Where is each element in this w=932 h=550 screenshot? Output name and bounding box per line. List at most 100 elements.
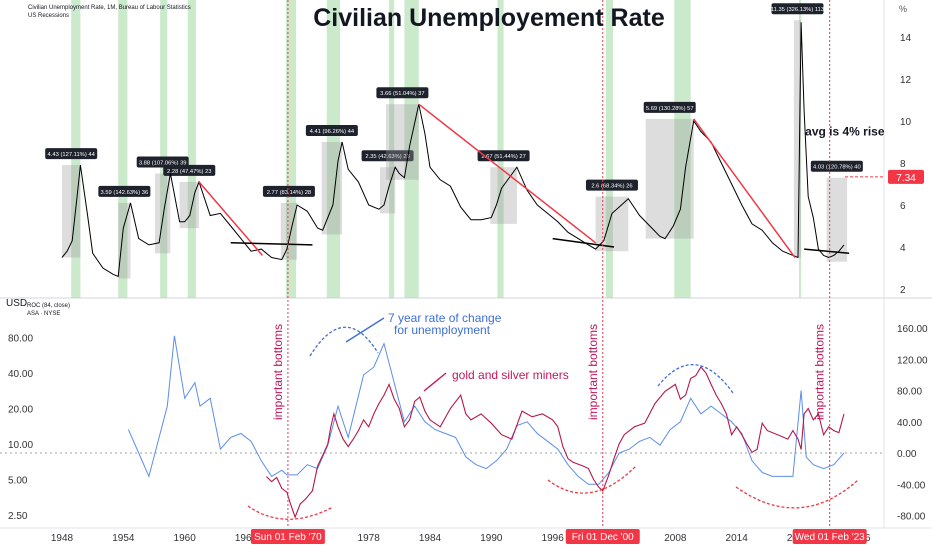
rise-box-label: 4.41 (96.26%) 44 [310,129,355,135]
x-axis-tick: 1954 [112,533,135,544]
avg-rise-annotation: avg is 4% rise [805,125,885,139]
series-legend[interactable]: Civilian Unemployment Rate, 1M, Bureau o… [28,5,191,11]
lower-left-y-tick: 10.00 [8,440,33,451]
date-tag-bg [792,529,867,544]
recession-band [497,0,504,298]
x-axis-tick: 1966 [235,533,258,544]
rise-box-label-bg [771,3,824,15]
upper-y-tick: 12 [900,75,912,86]
recession-band [674,0,691,298]
upper-unit-label: % [899,4,908,14]
black-support-line [552,237,615,248]
upper-y-tick: 6 [900,201,906,212]
bottom-arc-1 [247,505,334,520]
recessions-indicator-legend[interactable]: US Recessions [28,13,70,19]
rise-box [280,202,298,260]
rise-box-label: 5.69 (130.28%) 57 [646,106,694,112]
rise-box-label: 2.67 (51.44%) 27 [481,154,525,160]
rise-box-label-bg [477,150,530,162]
asa-pointer-arrow [423,372,447,392]
lower-right-y-tick: 120.00 [897,355,928,366]
rise-box-label-bg [810,160,863,172]
rise-box-label-bg [136,156,189,168]
upper-y-tick: 2 [900,285,906,296]
lower-right-y-tick: 40.00 [897,418,922,429]
lower-right-y-tick: 0.00 [897,449,917,460]
lower-left-y-tick: 80.00 [8,334,33,345]
black-support-line [230,242,313,246]
upper-y-tick: 14 [900,33,912,44]
important-bottoms-label: important bottoms [271,324,285,420]
roc-pointer-arrow [345,317,385,343]
rise-box-label-bg [376,87,429,99]
date-tag: Fri 01 Dec '00 [572,532,634,543]
rise-box-label: 3.88 (107.06%) 39 [139,161,187,167]
last-value-tag: 7.34 [896,173,916,184]
recession-band [389,0,395,298]
rise-box [321,142,343,235]
rise-box [62,165,81,258]
x-axis-tick: 1960 [174,533,197,544]
rise-box [386,104,419,180]
date-tag: Wed 01 Feb '23 [795,532,866,543]
unemployment-line [61,22,845,278]
roc-annotation-line-1: 7 year rate of change [388,311,502,325]
rise-box-label-bg [98,185,151,197]
recession-band [605,0,613,298]
x-axis-tick: 2014 [726,533,749,544]
recession-band [326,0,341,298]
rise-box [118,202,131,279]
rise-box [645,118,694,239]
lower-currency-label: USD [6,298,28,309]
red-trend-line [198,181,263,256]
roc-indicator-legend[interactable]: ROC (84, close) [27,303,71,309]
rise-box [826,177,848,262]
rise-box-label: 2.6 (68.34%) 26 [591,184,632,190]
date-tag-bg [250,529,325,544]
lower-right-y-tick: -40.00 [897,480,926,491]
roc-annotation-line-2: for unemployment [394,323,491,337]
rise-box-label-bg [305,125,358,136]
roc-arc-arrow-2 [657,363,734,394]
upper-y-tick: 10 [900,117,912,128]
rise-box-label: 2.35 (42.63%) 23 [365,154,409,160]
recession-band [285,0,297,298]
rise-box-label: 2.28 (47.47%) 23 [167,169,211,175]
asa-symbol-legend[interactable]: ASA · NYSE [27,311,61,317]
recession-band [160,0,168,298]
lower-left-y-tick: 2.50 [8,511,28,522]
rise-box [179,181,199,229]
asa-annotation: gold and silver miners [452,368,569,382]
recession-band [799,0,802,298]
rise-box-label: 11.35 (326.13%) 113 [771,7,824,13]
rise-box-label-bg [361,150,414,162]
rise-box-label-bg [585,179,638,191]
bottom-arc-3 [735,479,859,509]
lower-left-y-tick: 20.00 [8,405,33,416]
lower-left-y-tick: 5.00 [8,476,28,487]
lower-left-y-tick: 40.00 [8,369,33,380]
rise-box-label: 3.66 (51.04%) 37 [380,91,424,97]
red-trend-line [693,118,796,258]
x-axis-tick: 1984 [419,533,442,544]
rise-box-label: 3.59 (142.63%) 36 [101,190,149,196]
rise-box [595,196,629,252]
rise-box [793,20,802,258]
last-value-tag-bg [888,169,924,184]
x-axis-tick: 1996 [542,533,565,544]
upper-y-tick: 8 [900,159,906,170]
important-bottoms-label: important bottoms [586,324,600,420]
important-bottoms-label: important bottoms [813,324,827,420]
bottom-arc-2 [547,465,637,494]
asa-line [266,366,845,519]
roc-arc-arrow [309,326,379,357]
rise-box-label-bg [643,101,696,113]
x-axis-tick: 1978 [358,533,381,544]
rise-box-label-bg [163,164,216,176]
rise-box-label-bg [45,148,98,160]
rise-box-label: 4.03 (120.78%) 40 [813,165,861,171]
lower-right-y-tick: 80.00 [897,387,922,398]
lower-right-y-tick: 160.00 [897,324,928,335]
recession-band [187,0,196,298]
